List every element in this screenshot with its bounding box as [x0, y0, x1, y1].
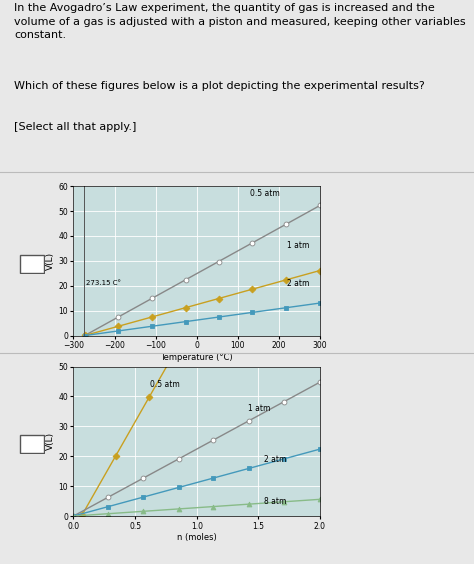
Text: 2 atm: 2 atm — [287, 279, 310, 288]
X-axis label: Temperature (°C): Temperature (°C) — [160, 353, 233, 362]
Text: In the Avogadro’s Law experiment, the quantity of gas is increased and the
volum: In the Avogadro’s Law experiment, the qu… — [14, 3, 466, 40]
Text: 0.5 atm: 0.5 atm — [250, 189, 280, 198]
Text: 2 atm: 2 atm — [264, 455, 287, 464]
Text: Which of these figures below is a plot depicting the experimental results?: Which of these figures below is a plot d… — [14, 81, 425, 91]
Text: 0.5 atm: 0.5 atm — [150, 380, 180, 389]
FancyBboxPatch shape — [20, 435, 44, 453]
X-axis label: n (moles): n (moles) — [177, 534, 217, 543]
Y-axis label: V(L): V(L) — [46, 252, 55, 270]
Y-axis label: V(L): V(L) — [46, 432, 55, 451]
Text: 8 atm: 8 atm — [264, 497, 287, 505]
Text: 1 atm: 1 atm — [287, 241, 310, 250]
Text: 1 atm: 1 atm — [248, 404, 271, 413]
Text: 273.15 C°: 273.15 C° — [86, 280, 121, 287]
FancyBboxPatch shape — [20, 255, 44, 272]
Text: [Select all that apply.]: [Select all that apply.] — [14, 122, 137, 132]
